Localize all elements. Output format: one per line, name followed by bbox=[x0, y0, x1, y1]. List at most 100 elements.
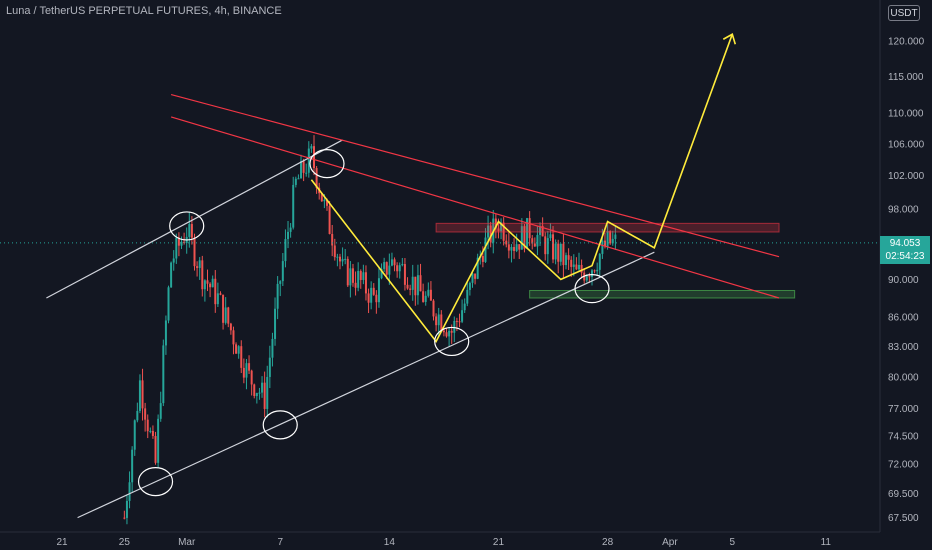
candle-body bbox=[232, 330, 235, 345]
candle-body bbox=[554, 243, 557, 260]
candle-body bbox=[258, 392, 261, 394]
candle-body bbox=[188, 224, 191, 237]
candle-body bbox=[489, 225, 492, 243]
candle-body bbox=[196, 266, 199, 268]
candle-body bbox=[393, 259, 396, 266]
candle-body bbox=[606, 231, 609, 247]
symbol-title[interactable]: Luna / TetherUS PERPETUAL FUTURES, 4h, B… bbox=[6, 5, 282, 17]
candle-body bbox=[313, 146, 316, 169]
projection-arrowhead bbox=[722, 33, 737, 45]
candle-body bbox=[190, 224, 193, 238]
time-tick-label: 7 bbox=[277, 537, 283, 548]
candle-body bbox=[255, 393, 258, 397]
candle-body bbox=[338, 256, 341, 262]
candle-body bbox=[170, 262, 173, 288]
candle-body bbox=[411, 276, 414, 290]
candle-body bbox=[203, 280, 206, 290]
candle-body bbox=[601, 240, 604, 254]
candle-body bbox=[533, 243, 536, 247]
candle-body bbox=[271, 338, 274, 358]
candle-body bbox=[344, 258, 347, 260]
candle-body bbox=[157, 418, 160, 463]
candle-body bbox=[580, 264, 583, 273]
candle-body bbox=[585, 276, 588, 281]
candle-body bbox=[268, 357, 271, 377]
candle-body bbox=[559, 243, 562, 262]
candle-body bbox=[526, 218, 529, 249]
candle-body bbox=[578, 264, 581, 270]
candle-body bbox=[222, 294, 225, 323]
candle-body bbox=[167, 287, 170, 321]
candle-body bbox=[572, 264, 575, 267]
price-tick-label: 80.000 bbox=[888, 372, 919, 383]
time-tick-label: 11 bbox=[821, 537, 832, 548]
candle-body bbox=[362, 272, 365, 280]
currency-button[interactable]: USDT bbox=[888, 5, 920, 21]
candle-body bbox=[292, 184, 295, 228]
price-tick-label: 69.500 bbox=[888, 489, 919, 500]
candle-body bbox=[331, 233, 334, 246]
candle-body bbox=[281, 261, 284, 282]
candle-body bbox=[476, 257, 479, 279]
candle-body bbox=[175, 237, 178, 259]
candle-body bbox=[481, 256, 484, 262]
red-zone bbox=[435, 222, 780, 233]
candle-body bbox=[424, 295, 427, 302]
candle-body bbox=[300, 161, 303, 179]
candle-body bbox=[198, 260, 201, 268]
candle-body bbox=[458, 321, 461, 323]
green-zone bbox=[529, 289, 796, 299]
white-trendline bbox=[46, 139, 343, 299]
candle-body bbox=[409, 288, 412, 290]
candle-body bbox=[565, 255, 568, 266]
candle-body bbox=[445, 332, 448, 337]
time-tick-label: 21 bbox=[493, 537, 505, 548]
candle-body bbox=[497, 228, 500, 232]
candle-body bbox=[484, 237, 487, 262]
candle-body bbox=[284, 239, 287, 262]
candle-body bbox=[463, 303, 466, 311]
red-trendline bbox=[170, 93, 780, 258]
candle-body bbox=[193, 237, 196, 267]
candle-body bbox=[159, 403, 162, 419]
candle-body bbox=[375, 294, 378, 303]
candle-body bbox=[279, 281, 282, 284]
candle-body bbox=[294, 178, 297, 185]
candle-body bbox=[310, 146, 313, 149]
candle-body bbox=[536, 234, 539, 247]
price-tick-label: 115.000 bbox=[888, 72, 924, 83]
candle-body bbox=[575, 264, 578, 270]
candle-body bbox=[596, 269, 599, 272]
candle-body bbox=[598, 253, 601, 270]
candle-body bbox=[333, 245, 336, 258]
candle-body bbox=[432, 300, 435, 317]
candle-body bbox=[323, 199, 326, 202]
candle-body bbox=[302, 161, 305, 173]
candle-body bbox=[289, 227, 292, 232]
candle-body bbox=[307, 148, 310, 173]
candle-body bbox=[385, 262, 388, 275]
candle-body bbox=[505, 240, 508, 245]
candle-body bbox=[227, 307, 230, 324]
candle-body bbox=[141, 380, 144, 409]
time-tick-label: 25 bbox=[119, 537, 131, 548]
candle-body bbox=[180, 241, 183, 246]
highlight-circle bbox=[262, 410, 298, 440]
candle-body bbox=[364, 272, 367, 294]
highlight-circle bbox=[137, 467, 174, 497]
candle-body bbox=[263, 382, 266, 409]
candle-body bbox=[466, 289, 469, 304]
current-price-tag: 94.053 02:54:23 bbox=[880, 236, 930, 264]
candle-body bbox=[276, 283, 279, 309]
candle-body bbox=[211, 278, 214, 288]
candle-body bbox=[471, 273, 474, 283]
candle-body bbox=[539, 226, 542, 235]
candle-body bbox=[557, 243, 560, 262]
candle-body bbox=[403, 264, 406, 285]
time-tick-label: 5 bbox=[730, 537, 736, 548]
price-tick-label: 120.000 bbox=[888, 37, 925, 48]
drawings-layer bbox=[0, 33, 880, 519]
price-tick-label: 77.000 bbox=[888, 404, 919, 415]
price-axis: 120.000 115.000 110.000 106.000 102.000 98.00… bbox=[888, 37, 925, 525]
